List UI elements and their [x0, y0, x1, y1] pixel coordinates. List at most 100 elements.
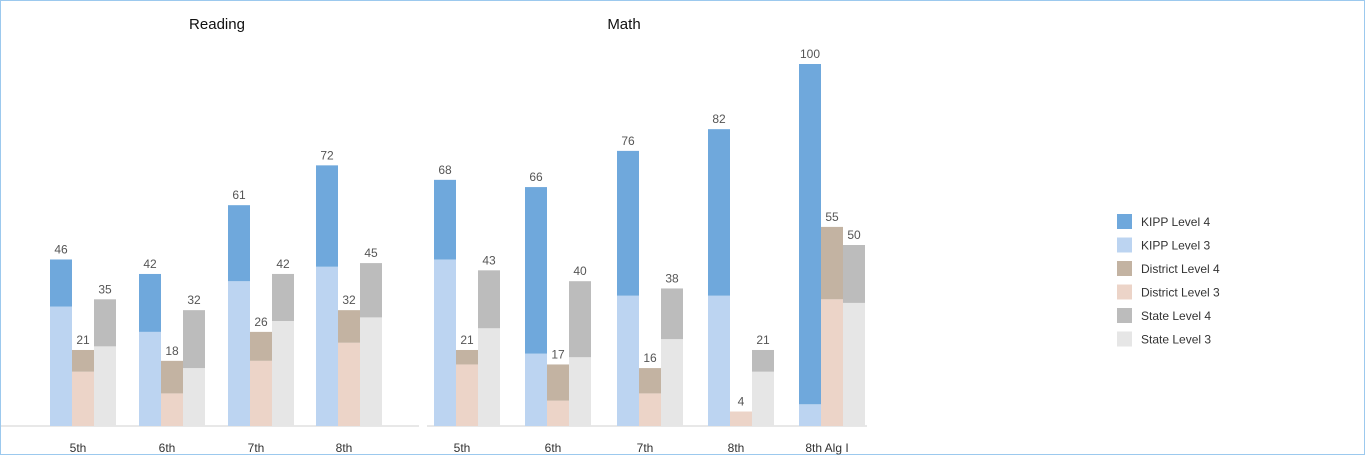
reading-category-label-8th: 8th — [336, 441, 353, 455]
reading-category-label-5th: 5th — [70, 441, 87, 455]
legend-item-kipp-level-3: KIPP Level 3 — [1117, 237, 1210, 253]
reading-8th-kipp-level-4-bar — [316, 165, 338, 267]
reading-6th-state-total-label: 32 — [187, 293, 201, 307]
legend-item-state-level-3: State Level 3 — [1117, 331, 1211, 347]
legend-label-state-level-4: State Level 4 — [1141, 309, 1211, 323]
legend-label-state-level-3: State Level 3 — [1141, 333, 1211, 347]
math-category-label-8th: 8th — [728, 441, 745, 455]
reading-5th-district-level-4-bar — [72, 349, 94, 372]
legend-label-district-level-3: District Level 3 — [1141, 286, 1220, 300]
math-5th-state-level-4-bar — [478, 270, 500, 329]
math-6th-kipp-level-3-bar — [525, 353, 547, 426]
math-8th-alg-i-state-total-label: 50 — [847, 228, 861, 242]
legend-label-district-level-4: District Level 4 — [1141, 262, 1220, 276]
math-8th-alg-i-district-level-4-bar — [821, 226, 843, 300]
reading-6th-kipp-level-3-bar — [139, 331, 161, 426]
math-7th-kipp-level-3-bar — [617, 295, 639, 426]
reading-6th-kipp-total-label: 42 — [143, 257, 157, 271]
reading-panel-title: Reading — [189, 16, 245, 33]
math-5th-district-total-label: 21 — [460, 333, 474, 347]
math-8th-alg-i-kipp-level-4-bar — [799, 64, 821, 405]
reading-8th-district-level-4-bar — [338, 310, 360, 343]
reading-5th-kipp-level-4-bar — [50, 259, 72, 307]
math-8th-state-level-4-bar — [752, 349, 774, 372]
math-8th-district-total-label: 4 — [738, 395, 745, 409]
math-7th-district-total-label: 16 — [643, 351, 657, 365]
math-8th-alg-i-district-total-label: 55 — [825, 210, 839, 224]
math-6th-kipp-level-4-bar — [525, 187, 547, 354]
reading-6th-kipp-level-4-bar — [139, 273, 161, 332]
reading-5th-kipp-level-3-bar — [50, 306, 72, 426]
math-5th-kipp-level-4-bar — [434, 179, 456, 260]
reading-5th-state-level-3-bar — [94, 346, 116, 426]
math-panel-title: Math — [607, 16, 640, 33]
math-5th-state-total-label: 43 — [482, 253, 496, 267]
math-category-label-7th: 7th — [637, 441, 654, 455]
math-category-label-5th: 5th — [454, 441, 471, 455]
math-5th-district-level-3-bar — [456, 364, 478, 426]
reading-7th-state-total-label: 42 — [276, 257, 290, 271]
math-7th-kipp-total-label: 76 — [621, 134, 635, 148]
legend-swatch-kipp-level-4 — [1117, 214, 1132, 229]
math-6th-state-level-4-bar — [569, 281, 591, 358]
legend-label-kipp-level-4: KIPP Level 4 — [1141, 215, 1210, 229]
reading-5th-kipp-total-label: 46 — [54, 242, 68, 256]
math-8th-kipp-level-3-bar — [708, 295, 730, 426]
math-7th-state-level-3-bar — [661, 339, 683, 426]
math-6th-kipp-total-label: 66 — [529, 170, 543, 184]
math-8th-district-level-3-bar — [730, 411, 752, 426]
legend: KIPP Level 4 KIPP Level 3 District Level 4… — [1117, 214, 1220, 347]
math-8th-alg-i-district-level-3-bar — [821, 299, 843, 426]
legend-item-state-level-4: State Level 4 — [1117, 308, 1211, 323]
reading-8th-kipp-level-3-bar — [316, 266, 338, 426]
math-5th-kipp-total-label: 68 — [438, 163, 452, 177]
reading-8th-district-total-label: 32 — [342, 293, 356, 307]
math-8th-kipp-level-4-bar — [708, 129, 730, 296]
reading-5th-state-level-4-bar — [94, 299, 116, 347]
reading-6th-district-total-label: 18 — [165, 344, 179, 358]
reading-8th-state-total-label: 45 — [364, 246, 378, 260]
reading-7th-kipp-total-label: 61 — [232, 188, 246, 202]
reading-5th-district-total-label: 21 — [76, 333, 90, 347]
legend-swatch-kipp-level-3 — [1117, 237, 1132, 253]
legend-swatch-district-level-4 — [1117, 261, 1132, 276]
math-8th-alg-i-state-level-4-bar — [843, 245, 865, 303]
reading-8th-district-level-3-bar — [338, 342, 360, 426]
math-7th-kipp-level-4-bar — [617, 150, 639, 296]
reading-7th-kipp-level-3-bar — [228, 281, 250, 426]
legend-item-district-level-3: District Level 3 — [1117, 284, 1220, 300]
legend-item-district-level-4: District Level 4 — [1117, 261, 1220, 276]
legend-label-kipp-level-3: KIPP Level 3 — [1141, 239, 1210, 253]
reading-6th-state-level-4-bar — [183, 310, 205, 369]
math-8th-kipp-total-label: 82 — [712, 112, 726, 126]
bars-layer: 46 21 35 5th 42 18 32 6th 61 26 42 7th 72 32 45 8th 68 21… — [1, 47, 867, 455]
math-8th-state-level-3-bar — [752, 371, 774, 426]
math-7th-state-total-label: 38 — [665, 271, 679, 285]
math-6th-district-total-label: 17 — [551, 347, 565, 361]
legend-swatch-state-level-3 — [1117, 331, 1132, 347]
math-6th-district-level-3-bar — [547, 400, 569, 426]
reading-7th-kipp-level-4-bar — [228, 205, 250, 282]
math-category-label-6th: 6th — [545, 441, 562, 455]
math-8th-alg-i-kipp-level-3-bar — [799, 404, 821, 426]
math-category-label-8th-alg-i: 8th Alg I — [805, 441, 848, 455]
math-7th-district-level-3-bar — [639, 393, 661, 426]
math-5th-district-level-4-bar — [456, 349, 478, 365]
math-7th-state-level-4-bar — [661, 288, 683, 340]
legend-item-kipp-level-4: KIPP Level 4 — [1117, 214, 1210, 229]
math-8th-alg-i-state-level-3-bar — [843, 302, 865, 426]
math-5th-kipp-level-3-bar — [434, 259, 456, 426]
math-8th-state-total-label: 21 — [756, 333, 770, 347]
reading-8th-kipp-total-label: 72 — [320, 148, 334, 162]
reading-7th-district-level-4-bar — [250, 331, 272, 361]
reading-7th-state-level-3-bar — [272, 321, 294, 426]
reading-8th-state-level-4-bar — [360, 263, 382, 318]
reading-category-label-6th: 6th — [159, 441, 176, 455]
reading-7th-state-level-4-bar — [272, 273, 294, 322]
legend-swatch-state-level-4 — [1117, 308, 1132, 323]
reading-7th-district-level-3-bar — [250, 360, 272, 426]
math-8th-alg-i-kipp-total-label: 100 — [800, 47, 820, 61]
reading-6th-state-level-3-bar — [183, 368, 205, 426]
